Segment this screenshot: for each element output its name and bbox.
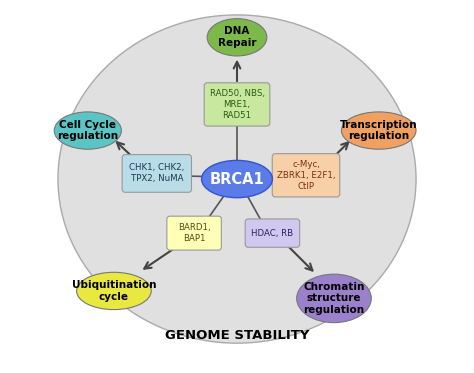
Text: Chromatin
structure
regulation: Chromatin structure regulation xyxy=(303,282,365,315)
FancyBboxPatch shape xyxy=(204,83,270,126)
Text: HDAC, RB: HDAC, RB xyxy=(251,229,293,238)
Ellipse shape xyxy=(77,272,151,310)
Ellipse shape xyxy=(207,19,267,56)
Text: c-Myc,
ZBRK1, E2F1,
CtIP: c-Myc, ZBRK1, E2F1, CtIP xyxy=(277,160,335,191)
Text: Ubiquitination
cycle: Ubiquitination cycle xyxy=(72,280,156,302)
FancyBboxPatch shape xyxy=(167,216,221,250)
Text: CHK1, CHK2,
TPX2, NuMA: CHK1, CHK2, TPX2, NuMA xyxy=(129,163,184,184)
FancyBboxPatch shape xyxy=(122,154,191,192)
Text: DNA
Repair: DNA Repair xyxy=(218,26,256,48)
Ellipse shape xyxy=(201,160,273,198)
Text: RAD50, NBS,
MRE1,
RAD51: RAD50, NBS, MRE1, RAD51 xyxy=(210,89,264,120)
Text: BRCA1: BRCA1 xyxy=(210,172,264,186)
Ellipse shape xyxy=(297,274,371,323)
Ellipse shape xyxy=(54,112,121,149)
FancyBboxPatch shape xyxy=(245,219,300,247)
Text: BARD1,
BAP1: BARD1, BAP1 xyxy=(178,223,210,243)
FancyBboxPatch shape xyxy=(272,154,340,197)
Ellipse shape xyxy=(58,15,416,343)
Text: Cell Cycle
regulation: Cell Cycle regulation xyxy=(57,120,118,141)
Text: GENOME STABILITY: GENOME STABILITY xyxy=(165,329,309,342)
Ellipse shape xyxy=(341,112,416,149)
Text: Transcription
regulation: Transcription regulation xyxy=(340,120,418,141)
